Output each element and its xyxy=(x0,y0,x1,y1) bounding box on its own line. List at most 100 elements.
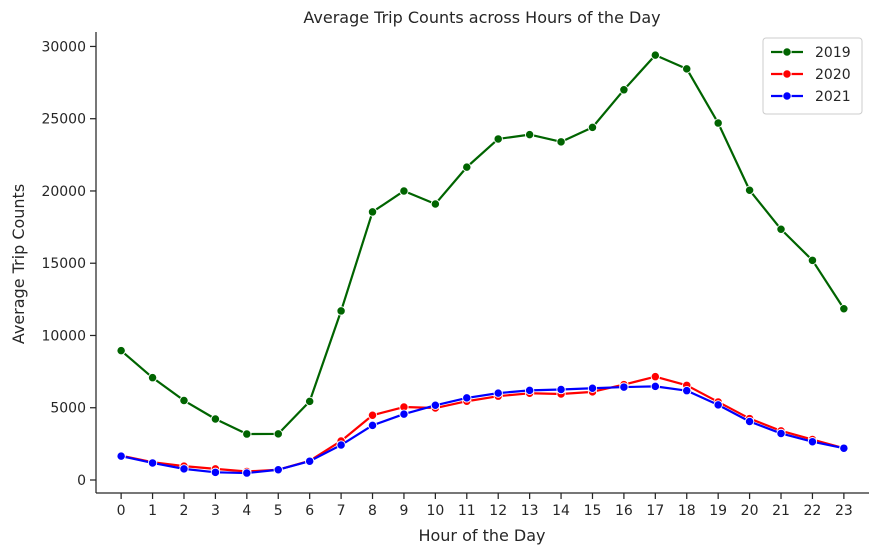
legend-item-2020: 2020 xyxy=(771,67,851,83)
x-axis-ticks: 0 1 2 3 4 5 6 7 8 9 10 11 12 13 14 15 16 17 18 19 20 21 22 23 xyxy=(117,493,853,519)
data-point xyxy=(116,346,126,356)
series-line-2020 xyxy=(120,375,845,473)
x-tick-label: 6 xyxy=(305,503,314,519)
data-point xyxy=(650,381,660,391)
chart-title: Average Trip Counts across Hours of the … xyxy=(303,8,660,27)
x-tick-label: 22 xyxy=(804,503,822,519)
legend: 2019 2020 2021 xyxy=(762,37,863,115)
data-point xyxy=(619,382,629,392)
data-point xyxy=(744,185,755,195)
y-tick-label: 25000 xyxy=(41,112,86,128)
data-point xyxy=(807,437,818,447)
legend-item-2021: 2021 xyxy=(771,89,851,105)
data-point xyxy=(336,306,346,316)
data-point xyxy=(430,199,441,209)
x-tick-label: 3 xyxy=(211,503,220,519)
x-axis-title: Hour of the Day xyxy=(418,526,545,545)
x-tick-label: 14 xyxy=(552,503,570,519)
data-point xyxy=(210,467,221,477)
x-tick-label: 21 xyxy=(772,503,790,519)
data-point xyxy=(179,464,189,474)
legend-label: 2021 xyxy=(815,89,851,105)
data-point xyxy=(556,384,566,395)
data-point xyxy=(587,122,598,133)
data-point xyxy=(147,458,158,468)
legend-marker xyxy=(782,91,792,101)
x-tick-label: 10 xyxy=(426,503,444,519)
data-point xyxy=(147,373,158,383)
data-point xyxy=(367,420,378,431)
data-point xyxy=(776,428,786,439)
series-line-2021 xyxy=(120,385,845,475)
legend-item-2019: 2019 xyxy=(771,45,851,61)
x-tick-label: 9 xyxy=(399,503,408,519)
x-tick-label: 7 xyxy=(337,503,346,519)
data-point xyxy=(556,137,566,147)
data-point xyxy=(682,64,692,74)
plot-area xyxy=(116,50,849,478)
y-axis-title: Average Trip Counts xyxy=(9,184,28,344)
data-point xyxy=(273,465,283,475)
data-point xyxy=(336,440,346,450)
x-tick-label: 15 xyxy=(584,503,602,519)
x-tick-label: 23 xyxy=(835,503,853,519)
data-point xyxy=(619,85,629,95)
x-tick-label: 20 xyxy=(741,503,759,519)
data-point xyxy=(210,414,221,424)
y-tick-label: 10000 xyxy=(41,328,86,344)
x-tick-label: 0 xyxy=(117,503,126,519)
x-tick-label: 17 xyxy=(646,503,664,519)
x-tick-label: 8 xyxy=(368,503,377,519)
data-point xyxy=(587,383,598,393)
data-point xyxy=(367,410,378,420)
data-point xyxy=(430,400,441,410)
x-tick-label: 4 xyxy=(242,503,251,519)
x-tick-label: 2 xyxy=(180,503,189,519)
data-point xyxy=(650,50,660,60)
data-point xyxy=(744,416,755,427)
data-point xyxy=(273,429,283,439)
x-tick-label: 16 xyxy=(615,503,633,519)
data-point xyxy=(242,429,252,439)
data-point xyxy=(462,162,472,172)
y-tick-label: 5000 xyxy=(50,401,86,417)
data-point xyxy=(399,409,409,419)
data-point xyxy=(713,400,723,410)
x-tick-label: 5 xyxy=(274,503,283,519)
data-point xyxy=(713,118,723,128)
data-point xyxy=(682,386,692,396)
data-point xyxy=(399,186,409,196)
y-tick-label: 30000 xyxy=(41,39,86,55)
data-point xyxy=(807,255,818,265)
data-point xyxy=(116,451,126,461)
data-point xyxy=(839,443,849,453)
data-point xyxy=(524,385,535,396)
legend-label: 2020 xyxy=(815,67,851,83)
data-point xyxy=(524,129,535,140)
x-tick-label: 19 xyxy=(709,503,727,519)
data-point xyxy=(305,456,315,466)
y-tick-label: 20000 xyxy=(41,184,86,200)
series-2019 xyxy=(116,50,849,439)
data-point xyxy=(650,372,660,382)
legend-label: 2019 xyxy=(815,45,851,61)
data-point xyxy=(367,207,378,217)
x-tick-label: 18 xyxy=(678,503,696,519)
data-point xyxy=(493,134,503,144)
data-point xyxy=(839,304,849,314)
x-tick-label: 1 xyxy=(148,503,157,519)
y-tick-label: 15000 xyxy=(41,256,86,272)
x-tick-label: 12 xyxy=(489,503,507,519)
data-point xyxy=(493,388,503,398)
legend-marker xyxy=(782,69,792,79)
data-point xyxy=(179,395,189,406)
y-tick-label: 0 xyxy=(77,473,86,489)
y-axis-ticks: 0 5000 10000 15000 20000 25000 30000 xyxy=(41,39,96,489)
legend-marker xyxy=(782,47,792,57)
data-point xyxy=(776,224,786,234)
data-point xyxy=(242,468,252,478)
series-line-2019 xyxy=(120,54,845,436)
data-point xyxy=(305,396,315,407)
